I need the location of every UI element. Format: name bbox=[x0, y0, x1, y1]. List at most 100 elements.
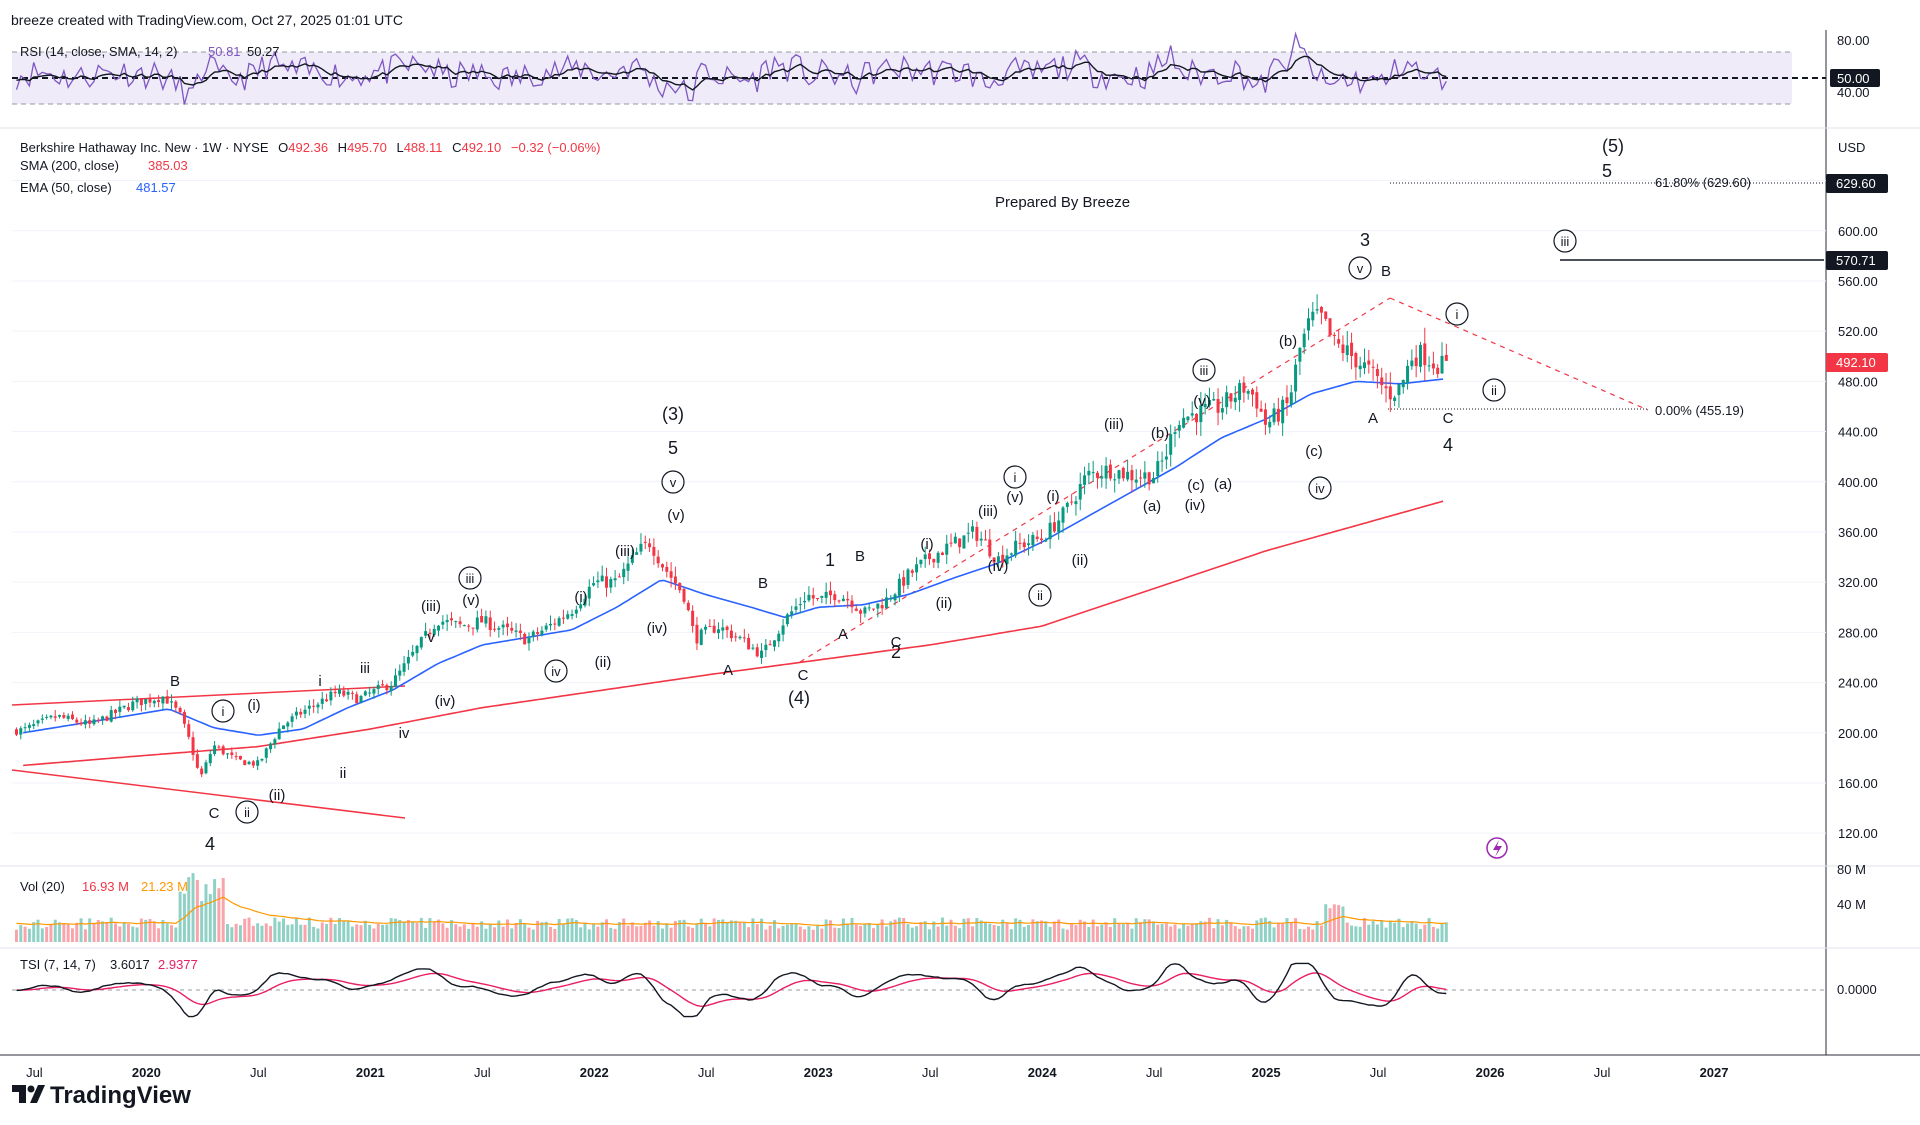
candle-body bbox=[1203, 403, 1207, 408]
candle-body bbox=[286, 722, 290, 727]
candle-body bbox=[1048, 522, 1052, 540]
volume-bar bbox=[600, 922, 604, 942]
volume-bar bbox=[1233, 926, 1237, 942]
volume-bar bbox=[385, 924, 389, 942]
volume-bar bbox=[1087, 926, 1091, 942]
wave-label: A bbox=[723, 662, 733, 679]
volume-bar bbox=[1341, 906, 1345, 942]
volume-bar bbox=[462, 924, 466, 942]
trendlines bbox=[11, 182, 1824, 819]
candle-body bbox=[785, 614, 789, 625]
wave-label: (iv) bbox=[435, 693, 456, 710]
wave-label: C bbox=[798, 667, 809, 684]
candle-body bbox=[966, 532, 970, 534]
volume-bar bbox=[1294, 918, 1298, 942]
volume-bar bbox=[1418, 928, 1422, 942]
volume-bar bbox=[66, 924, 70, 942]
volume-bar bbox=[1104, 922, 1108, 942]
candle-body bbox=[1212, 399, 1216, 401]
candle-body bbox=[523, 633, 527, 645]
volume-bar bbox=[32, 922, 36, 942]
volume-bar bbox=[277, 921, 281, 942]
volume-bar bbox=[897, 917, 901, 942]
candle-body bbox=[1294, 364, 1298, 392]
wave-label: (5) bbox=[1602, 136, 1624, 156]
volume-bar bbox=[928, 929, 932, 942]
candle-body bbox=[325, 699, 329, 702]
volume-bar bbox=[1070, 923, 1074, 942]
volume-bar bbox=[514, 922, 518, 942]
candle-body bbox=[320, 698, 324, 704]
volume-bar bbox=[915, 926, 919, 942]
candles bbox=[14, 294, 1448, 778]
volume-bar bbox=[673, 920, 677, 942]
candle-body bbox=[768, 644, 772, 646]
volume-bar bbox=[630, 922, 634, 942]
volume-bar bbox=[958, 928, 962, 942]
candle-body bbox=[854, 608, 858, 611]
price-tick-label: 400.00 bbox=[1838, 475, 1878, 490]
volume-bar bbox=[660, 928, 664, 942]
volume-bar bbox=[135, 927, 139, 942]
candle-body bbox=[182, 711, 186, 724]
price-tick-label: 480.00 bbox=[1838, 374, 1878, 389]
volume-bar bbox=[803, 929, 807, 942]
candle-body bbox=[157, 700, 161, 703]
legend-ema-label: EMA (50, close) bbox=[20, 180, 112, 195]
badge-570-text: 570.71 bbox=[1836, 253, 1876, 268]
tv-logo-mark-icon bbox=[12, 1085, 26, 1103]
candle-body bbox=[949, 542, 953, 544]
candle-body bbox=[83, 720, 87, 725]
volume-bar bbox=[1220, 925, 1224, 942]
candle-body bbox=[493, 628, 497, 630]
wave-label: (v) bbox=[462, 592, 480, 609]
volume-bar bbox=[118, 926, 122, 942]
candle-body bbox=[1169, 434, 1173, 455]
wave-label: (i) bbox=[574, 589, 587, 606]
candle-body bbox=[1384, 386, 1388, 389]
volume-bar bbox=[1375, 924, 1379, 942]
candle-body bbox=[135, 698, 139, 703]
time-axis: Jul 2020 Jul 2021 Jul 2022 Jul 2023 Jul 2024 Jul 20… bbox=[26, 1065, 1728, 1080]
candle-body bbox=[686, 602, 690, 611]
volume-bar bbox=[592, 923, 596, 942]
volume-bar bbox=[1380, 920, 1384, 942]
candle-body bbox=[281, 725, 285, 730]
candle-body bbox=[1052, 522, 1056, 532]
volume-bar bbox=[445, 927, 449, 942]
candle-body bbox=[437, 625, 441, 631]
tsi-axis-0: 0.0000 bbox=[1837, 982, 1877, 997]
wave-circle bbox=[1308, 476, 1332, 500]
candle-body bbox=[1160, 460, 1164, 462]
volume-bar bbox=[411, 922, 415, 942]
candle-body bbox=[458, 621, 462, 625]
candle-body bbox=[1268, 421, 1272, 428]
volume-bar bbox=[1130, 928, 1134, 942]
volume-bar bbox=[975, 918, 979, 942]
candle-body bbox=[1263, 409, 1267, 425]
volume-bar bbox=[273, 917, 277, 942]
candle-body bbox=[514, 630, 518, 632]
candle-body bbox=[484, 616, 488, 624]
volume-bar bbox=[945, 925, 949, 942]
candle-body bbox=[1151, 478, 1155, 484]
volume-bar bbox=[1022, 926, 1026, 942]
candle-body bbox=[1255, 392, 1259, 409]
volume-bar bbox=[742, 922, 746, 942]
lightning-icon[interactable] bbox=[1486, 837, 1508, 859]
wave-label: (b) bbox=[1151, 425, 1169, 442]
volume-bar bbox=[1371, 921, 1375, 942]
volume-bar bbox=[187, 877, 191, 942]
volume-bar bbox=[238, 925, 242, 942]
volume-bar bbox=[1406, 923, 1410, 942]
candle-body bbox=[355, 694, 359, 704]
price-tick-label: 280.00 bbox=[1838, 625, 1878, 640]
candle-body bbox=[536, 632, 540, 634]
volume-bar bbox=[772, 920, 776, 942]
wave-label: B bbox=[855, 548, 865, 565]
candle-body bbox=[1436, 367, 1440, 374]
candle-body bbox=[36, 720, 40, 724]
candle-body bbox=[307, 705, 311, 709]
volume-bar bbox=[971, 926, 975, 942]
wave-labels: Bi (i)C ii(ii)4iiiiiiivv(iii)(iv)(v)iiiiv(… bbox=[170, 136, 1624, 854]
